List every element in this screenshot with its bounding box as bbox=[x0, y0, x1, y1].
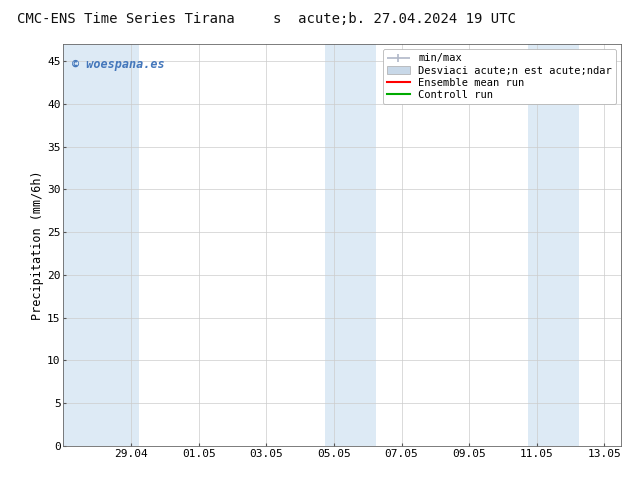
Bar bbox=[63, 44, 139, 446]
Bar bbox=[528, 44, 579, 446]
Text: CMC-ENS Time Series Tirana: CMC-ENS Time Series Tirana bbox=[17, 12, 235, 26]
Y-axis label: Precipitation (mm/6h): Precipitation (mm/6h) bbox=[31, 170, 44, 320]
Text: © woespana.es: © woespana.es bbox=[72, 58, 164, 71]
Text: s  acute;b. 27.04.2024 19 UTC: s acute;b. 27.04.2024 19 UTC bbox=[273, 12, 515, 26]
Legend: min/max, Desviaci acute;n est acute;ndar, Ensemble mean run, Controll run: min/max, Desviaci acute;n est acute;ndar… bbox=[383, 49, 616, 104]
Bar bbox=[325, 44, 376, 446]
